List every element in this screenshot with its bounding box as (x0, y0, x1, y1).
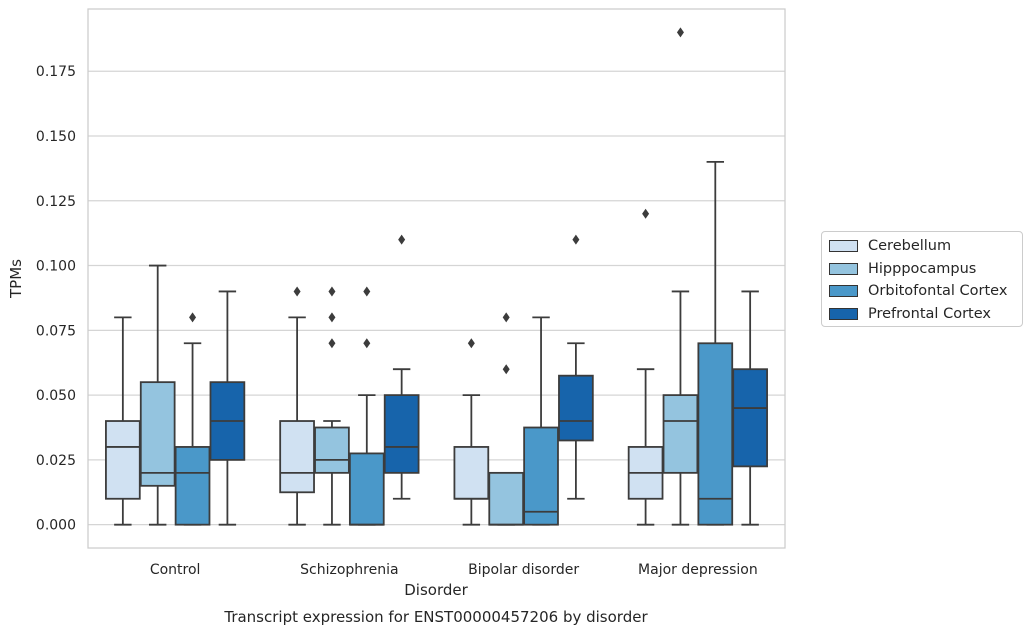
outlier-point (398, 234, 406, 245)
legend-swatch (829, 285, 858, 298)
outlier-point (189, 312, 197, 323)
box-plot (697, 160, 734, 526)
y-tick-label: 0.075 (36, 323, 76, 339)
box-plot (558, 234, 594, 500)
legend-item: Cerebellum (829, 235, 1022, 258)
box-plot (174, 312, 211, 526)
y-tick-label: 0.025 (36, 453, 76, 469)
outlier-point (572, 234, 580, 245)
box-plot (627, 208, 664, 526)
box-iqr (697, 342, 734, 526)
y-tick-label: 0.150 (36, 129, 76, 145)
box-iqr (314, 426, 350, 474)
box-iqr (279, 420, 315, 494)
box-iqr (488, 471, 525, 526)
box-iqr (523, 426, 559, 526)
plot-area-frame (87, 8, 786, 549)
legend-label: Orbitofontal Cortex (868, 283, 1008, 300)
box-plot (662, 27, 699, 526)
x-tick-label: Major depression (638, 562, 758, 578)
outlier-point (363, 286, 371, 297)
outlier-point (502, 312, 510, 323)
legend-label: Hipppocampus (868, 260, 977, 277)
legend-item: Orbitofontal Cortex (829, 280, 1022, 303)
x-tick-label: Schizophrenia (300, 562, 398, 578)
box-iqr (139, 381, 176, 487)
outlier-point (502, 364, 510, 375)
legend-item: Prefrontal Cortex (829, 303, 1022, 326)
y-tick-label: 0.050 (36, 388, 76, 404)
y-tick-label: 0.100 (36, 259, 76, 275)
outlier-point (642, 208, 650, 219)
box-iqr (105, 420, 141, 500)
x-axis-ticks: Control Schizophrenia Bipolar disorder Majo… (150, 562, 758, 578)
legend-swatch (829, 308, 858, 321)
box-plots (105, 27, 768, 526)
box-iqr (348, 452, 385, 526)
y-tick-label: 0.175 (36, 64, 76, 80)
box-plot (453, 338, 490, 526)
box-iqr (453, 446, 490, 500)
legend-label: Prefrontal Cortex (868, 306, 991, 323)
box-plot (348, 286, 385, 526)
outlier-point (293, 286, 301, 297)
outlier-point (328, 312, 336, 323)
y-axis-label: TPMs (7, 259, 25, 299)
y-axis-ticks: 0.000 0.025 0.050 0.075 0.100 0.125 0.150 0.175 (36, 64, 76, 533)
outlier-point (328, 286, 336, 297)
box-iqr (558, 374, 594, 442)
y-tick-label: 0.000 (36, 518, 76, 534)
box-plot (523, 316, 559, 526)
x-tick-label: Bipolar disorder (468, 562, 579, 578)
box-iqr (174, 446, 211, 526)
box-plot (314, 286, 350, 526)
outlier-point (467, 338, 475, 349)
legend-swatch (829, 240, 858, 253)
box-iqr (732, 368, 768, 468)
outlier-point (363, 338, 371, 349)
box-iqr (662, 394, 699, 474)
box-iqr (383, 394, 420, 474)
legend-swatch (829, 262, 858, 275)
box-plot (209, 290, 246, 526)
x-axis-label: Disorder (404, 581, 468, 599)
box-plot (139, 264, 176, 526)
outlier-point (676, 27, 684, 38)
box-plot (732, 290, 768, 526)
box-plot (105, 316, 141, 526)
box-plot (383, 234, 420, 500)
box-plot (279, 286, 315, 526)
legend: Cerebellum Hipppocampus Orbitofontal Corte… (821, 231, 1023, 327)
legend-label: Cerebellum (868, 238, 952, 255)
chart-title: Transcript expression for ENST0000045720… (223, 608, 648, 626)
x-tick-label: Control (150, 562, 201, 578)
box-plot (488, 312, 525, 526)
outlier-point (328, 338, 336, 349)
y-tick-label: 0.125 (36, 194, 76, 210)
legend-item: Hipppocampus (829, 258, 1022, 281)
